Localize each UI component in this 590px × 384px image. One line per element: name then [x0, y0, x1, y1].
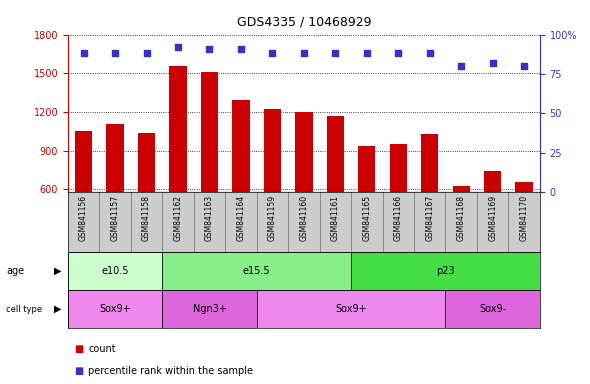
Bar — [421, 134, 438, 267]
Text: GSM841159: GSM841159 — [268, 195, 277, 241]
Point — [488, 60, 497, 66]
Text: Ngn3+: Ngn3+ — [192, 304, 227, 314]
Bar — [358, 146, 375, 267]
Point — [457, 63, 466, 69]
Text: count: count — [88, 344, 116, 354]
Text: GSM841156: GSM841156 — [79, 195, 88, 241]
Text: percentile rank within the sample: percentile rank within the sample — [88, 366, 254, 376]
Point — [519, 63, 529, 69]
Text: GSM841162: GSM841162 — [173, 195, 182, 241]
Bar — [68, 252, 162, 290]
Text: Sox9-: Sox9- — [479, 304, 506, 314]
Bar — [75, 131, 92, 267]
Text: ■: ■ — [74, 344, 83, 354]
Bar — [106, 124, 124, 267]
Text: e15.5: e15.5 — [243, 266, 270, 276]
Text: ▶: ▶ — [54, 266, 61, 276]
Point — [394, 50, 403, 56]
Bar — [389, 144, 407, 267]
Text: GDS4335 / 10468929: GDS4335 / 10468929 — [237, 15, 371, 28]
Point — [173, 44, 183, 50]
Point — [79, 50, 88, 56]
Bar — [264, 109, 281, 267]
Bar — [445, 290, 540, 328]
Bar — [351, 252, 540, 290]
Text: e10.5: e10.5 — [101, 266, 129, 276]
Text: GSM841169: GSM841169 — [488, 195, 497, 241]
Text: GSM841167: GSM841167 — [425, 195, 434, 241]
Text: GSM841164: GSM841164 — [237, 195, 245, 241]
Text: GSM841160: GSM841160 — [299, 195, 309, 241]
Text: GSM841158: GSM841158 — [142, 195, 151, 241]
Text: GSM841170: GSM841170 — [520, 195, 529, 241]
Bar — [68, 290, 162, 328]
Point — [110, 50, 120, 56]
Text: GSM841163: GSM841163 — [205, 195, 214, 241]
Text: age: age — [6, 266, 24, 276]
Point — [425, 50, 434, 56]
Text: GSM841166: GSM841166 — [394, 195, 403, 241]
Bar — [138, 132, 155, 267]
Text: GSM841168: GSM841168 — [457, 195, 466, 241]
Text: cell type: cell type — [6, 305, 42, 314]
Bar — [162, 290, 257, 328]
Bar — [453, 185, 470, 267]
Bar — [201, 72, 218, 267]
Bar — [295, 112, 313, 267]
Text: GSM841161: GSM841161 — [331, 195, 340, 241]
Text: Sox9+: Sox9+ — [335, 304, 367, 314]
Text: ■: ■ — [74, 366, 83, 376]
Bar — [162, 252, 351, 290]
Point — [268, 50, 277, 56]
Point — [236, 46, 245, 52]
Bar — [232, 100, 250, 267]
Point — [362, 50, 372, 56]
Bar — [327, 116, 344, 267]
Text: p23: p23 — [436, 266, 455, 276]
Point — [299, 50, 309, 56]
Point — [330, 50, 340, 56]
Point — [205, 46, 214, 52]
Bar — [257, 290, 445, 328]
Text: GSM841165: GSM841165 — [362, 195, 371, 241]
Text: GSM841157: GSM841157 — [110, 195, 120, 241]
Bar — [484, 171, 502, 267]
Bar — [169, 66, 186, 267]
Bar — [516, 182, 533, 267]
Text: ▶: ▶ — [54, 304, 61, 314]
Text: Sox9+: Sox9+ — [99, 304, 131, 314]
Point — [142, 50, 151, 56]
